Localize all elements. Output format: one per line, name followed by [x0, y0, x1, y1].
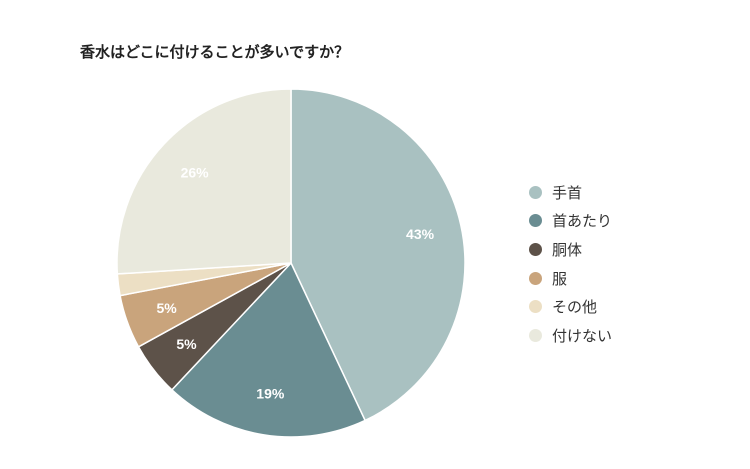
legend-item: その他	[529, 292, 612, 321]
legend-label: 首あたり	[552, 212, 613, 231]
legend-swatch	[529, 300, 542, 314]
legend-item: 付けない	[529, 321, 612, 350]
legend-swatch	[529, 328, 542, 342]
legend-label: その他	[552, 298, 598, 317]
legend-item: 手首	[529, 178, 612, 207]
slice-label: 43%	[406, 226, 435, 242]
legend-item: 首あたり	[529, 207, 612, 236]
slice-label: 5%	[156, 300, 177, 316]
legend-label: 手首	[552, 183, 583, 202]
chart-title: 香水はどこに付けることが多いですか？	[80, 43, 350, 61]
legend-item: 服	[529, 264, 612, 293]
legend-swatch	[529, 271, 542, 285]
legend-swatch	[529, 242, 542, 256]
legend-swatch	[529, 214, 542, 228]
legend-item: 胴体	[529, 235, 612, 264]
pie-slice	[170, 261, 367, 438]
slice-label: 5%	[176, 336, 197, 352]
legend-swatch	[529, 185, 542, 199]
legend-label: 胴体	[552, 240, 583, 259]
legend-label: 服	[552, 269, 568, 288]
legend: 手首 首あたり 胴体 服 その他 付けない	[529, 178, 612, 350]
slice-label: 19%	[256, 386, 285, 402]
legend-label: 付けない	[552, 326, 613, 345]
slice-label: 26%	[181, 164, 210, 180]
pie-slice	[116, 88, 292, 275]
pie-slice	[290, 88, 466, 422]
